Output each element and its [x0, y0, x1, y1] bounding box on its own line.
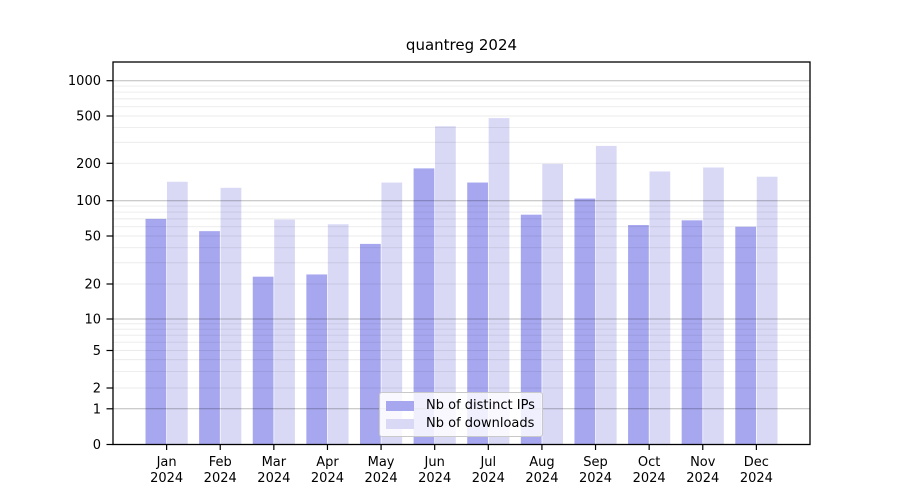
- y-tick-label: 50: [84, 230, 101, 245]
- bar-downloads-nov: [703, 167, 724, 445]
- x-tick-label-month: Feb: [209, 455, 232, 470]
- bar-distinct-ips-jan: [145, 218, 167, 445]
- bar-downloads-oct: [649, 171, 671, 445]
- x-tick-label-month: Mar: [262, 455, 287, 470]
- chart-title: quantreg 2024: [405, 36, 518, 54]
- x-tick-label-month: May: [368, 455, 395, 470]
- bar-downloads-jan: [166, 181, 188, 445]
- legend: Nb of distinct IPs Nb of downloads: [379, 392, 543, 437]
- bar-downloads-may: [381, 182, 403, 445]
- x-tick-label-month: Jul: [479, 455, 496, 470]
- bar-downloads-mar: [274, 219, 295, 445]
- legend-swatch-distinct-ips: [386, 400, 414, 411]
- legend-label-downloads: Nb of downloads: [426, 415, 535, 431]
- bar-distinct-ips-sep: [574, 198, 596, 445]
- x-tick-label-month: Oct: [638, 455, 660, 470]
- x-tick-label-year: 2024: [311, 471, 344, 486]
- bar-downloads-dec: [756, 176, 778, 445]
- bar-downloads-feb: [220, 187, 242, 445]
- bar-distinct-ips-dec: [735, 226, 757, 445]
- x-tick-label-month: Jun: [424, 455, 445, 470]
- bar-distinct-ips-jun: [413, 168, 435, 445]
- bar-downloads-sep: [595, 145, 617, 445]
- x-tick-label-year: 2024: [579, 471, 612, 486]
- bar-downloads-jun: [435, 126, 456, 445]
- bar-distinct-ips-nov: [681, 220, 703, 445]
- x-tick-label-year: 2024: [204, 471, 237, 486]
- y-tick-label: 10: [84, 313, 101, 328]
- legend-swatch-downloads: [386, 418, 414, 429]
- y-tick-label: 200: [76, 157, 101, 172]
- legend-item-distinct-ips: Nb of distinct IPs: [386, 397, 542, 413]
- bar-distinct-ips-apr: [306, 274, 328, 445]
- x-tick-label-year: 2024: [418, 471, 451, 486]
- bar-downloads-apr: [327, 224, 349, 445]
- x-tick-label-year: 2024: [740, 471, 773, 486]
- x-tick-label-month: Sep: [583, 455, 608, 470]
- x-tick-label-year: 2024: [633, 471, 666, 486]
- x-tick-label-month: Jan: [156, 455, 177, 470]
- x-tick-label-month: Apr: [316, 455, 339, 470]
- x-tick-label-year: 2024: [365, 471, 398, 486]
- x-tick-label-month: Aug: [529, 455, 554, 470]
- bar-distinct-ips-may: [359, 243, 381, 445]
- bar-distinct-ips-feb: [199, 231, 220, 445]
- y-tick-label: 1000: [68, 74, 101, 89]
- y-tick-label: 20: [84, 278, 101, 293]
- bar-downloads-jul: [488, 118, 510, 445]
- y-tick-label: 500: [76, 110, 101, 125]
- plot-frame: [112, 61, 811, 446]
- bar-distinct-ips-oct: [628, 225, 649, 445]
- x-tick-label-month: Dec: [744, 455, 769, 470]
- x-tick-label-year: 2024: [257, 471, 290, 486]
- x-tick-label-year: 2024: [472, 471, 505, 486]
- legend-item-downloads: Nb of downloads: [386, 415, 542, 431]
- bar-distinct-ips-mar: [252, 276, 274, 445]
- y-tick-label: 5: [93, 344, 101, 359]
- x-tick-label-year: 2024: [686, 471, 719, 486]
- y-tick-label: 1: [93, 402, 101, 417]
- legend-label-distinct-ips: Nb of distinct IPs: [426, 397, 535, 413]
- bar-distinct-ips-jul: [467, 182, 488, 445]
- bar-distinct-ips-aug: [520, 214, 542, 445]
- y-tick-label: 0: [93, 438, 101, 453]
- x-tick-label-year: 2024: [150, 471, 183, 486]
- x-tick-label-year: 2024: [525, 471, 558, 486]
- y-tick-label: 100: [76, 194, 101, 209]
- bar-downloads-aug: [542, 163, 564, 445]
- y-tick-label: 2: [93, 382, 101, 397]
- x-tick-label-month: Nov: [690, 455, 716, 470]
